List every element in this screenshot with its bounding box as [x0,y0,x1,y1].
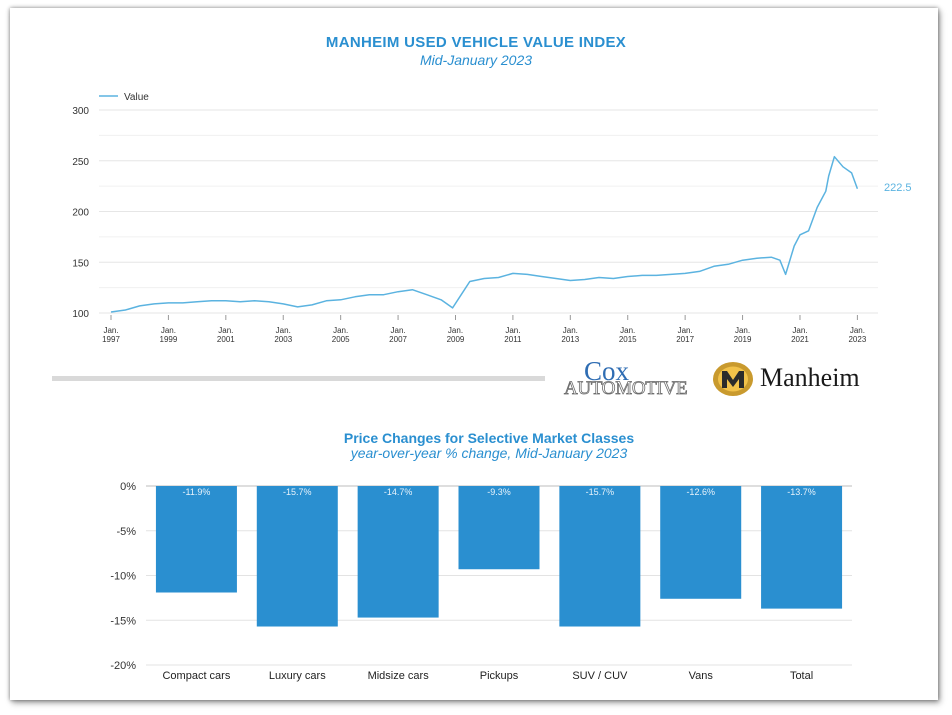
x-tick-label-top: Jan. [620,326,635,335]
manheim-m-icon [713,362,753,396]
y-tick-label: -20% [110,660,136,672]
x-tick-label-top: Jan. [391,326,406,335]
bar-x-labels: Compact cars Luxury cars Midsize cars Picku… [162,670,813,682]
y-tick-label: -15% [110,615,136,627]
bar-data-label: -14.7% [384,487,413,497]
category-label: SUV / CUV [572,670,628,682]
line-legend: Value [99,92,149,103]
y-tick-label: 0% [120,481,136,493]
line-chart-subtitle: Mid-January 2023 [419,52,533,68]
x-tick-label-top: Jan. [792,326,807,335]
line-chart-title: MANHEIM USED VEHICLE VALUE INDEX [325,34,627,51]
bar [660,486,742,599]
category-label: Total [790,670,813,682]
bar-data-label: -15.7% [283,487,312,497]
bar [761,486,843,609]
x-tick-label-year: 1999 [160,335,178,344]
x-tick-label-top: Jan. [678,326,693,335]
x-tick-label-year: 2013 [561,335,579,344]
series-line-value [110,155,859,313]
section-divider [52,376,545,381]
line-x-ticks: Jan.1997Jan.1999Jan.2001Jan.2003Jan.2005… [102,315,867,344]
y-tick-label: -5% [116,526,136,538]
x-tick-label-year: 2005 [332,335,350,344]
manheim-logo: Manheim [712,360,892,400]
x-tick-label-year: 2007 [389,335,407,344]
legend-label: Value [124,92,149,103]
category-label: Luxury cars [269,670,326,682]
x-tick-label-year: 2023 [848,335,866,344]
bar [458,486,540,570]
y-tick-label: 200 [72,208,89,219]
bar [357,486,439,618]
x-tick-label-year: 2011 [504,335,522,344]
category-label: Vans [689,670,714,682]
bar-data-label: -13.7% [787,487,816,497]
line-gridlines [99,109,878,314]
bar-series: -11.9% -15.7% -14.7% -9.3% -15.7% -12.6% -13.7… [155,486,843,627]
cox-automotive-logo: Cox AUTOMOTIVE [560,356,700,399]
bar [256,486,338,627]
x-tick-label-year: 2015 [619,335,637,344]
manheim-logo-text: Manheim [760,363,860,392]
bar-data-label: -15.7% [586,487,615,497]
x-tick-label-top: Jan. [850,326,865,335]
x-tick-label-year: 2009 [447,335,465,344]
bar [155,486,237,593]
bar-chart: 0% -5% -10% -15% -20% -11.9% -15.7% -14.7% -9.3… [110,481,852,682]
x-tick-label-top: Jan. [161,326,176,335]
bar [559,486,641,627]
x-tick-label-top: Jan. [276,326,291,335]
category-label: Pickups [480,670,519,682]
bar-data-label: -9.3% [487,487,511,497]
automotive-logo-text: AUTOMOTIVE [564,378,688,400]
bar-chart-subtitle: year-over-year % change, Mid-January 202… [350,445,628,461]
last-value-label: 222.5 [884,182,912,194]
x-tick-label-top: Jan. [735,326,750,335]
category-label: Compact cars [162,670,230,682]
x-tick-label-year: 2001 [217,335,235,344]
x-tick-label-top: Jan. [448,326,463,335]
y-tick-label: 250 [72,157,89,168]
category-label: Midsize cars [368,670,430,682]
bar-data-label: -11.9% [182,487,210,497]
bar-y-ticks: 0% -5% -10% -15% -20% [110,481,136,672]
bar-data-label: -12.6% [686,487,715,497]
x-tick-label-year: 2017 [676,335,694,344]
x-tick-label-year: 2019 [734,335,752,344]
line-y-ticks: 300 250 200 150 100 [72,106,89,320]
cox-logo-text: Cox [584,356,630,386]
y-tick-label: -10% [110,571,136,583]
x-tick-label-year: 2021 [791,335,809,344]
x-tick-label-top: Jan. [563,326,578,335]
x-tick-label-top: Jan. [333,326,348,335]
y-tick-label: 300 [72,106,89,117]
x-tick-label-top: Jan. [218,326,233,335]
x-tick-label-year: 2003 [274,335,292,344]
x-tick-label-year: 1997 [102,335,120,344]
y-tick-label: 100 [72,309,89,320]
y-tick-label: 150 [72,258,89,269]
bar-chart-title: Price Changes for Selective Market Class… [343,430,635,446]
x-tick-label-top: Jan. [505,326,520,335]
x-tick-label-top: Jan. [103,326,118,335]
